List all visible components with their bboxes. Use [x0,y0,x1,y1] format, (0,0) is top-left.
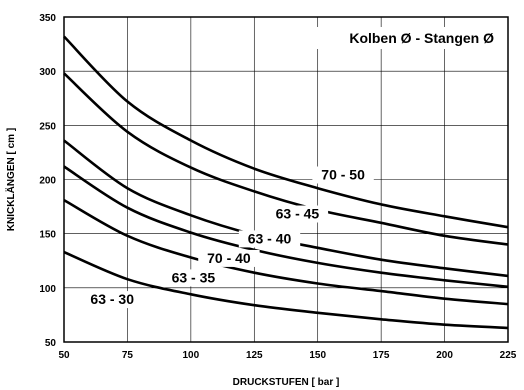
series-label-bg [238,230,301,248]
y-tick-label: 100 [39,284,56,295]
y-tick-label: 300 [39,67,56,78]
series-line [63,198,509,306]
y-tick-label: 350 [39,13,56,24]
plot-frame [63,16,509,343]
y-tick-label: 150 [39,230,56,241]
x-tick-label: 100 [183,350,200,361]
legend-box [298,27,498,49]
x-tick-label: 175 [373,350,390,361]
series-line [63,35,509,229]
series-label: 63 - 45 [276,206,320,222]
x-tick-label: 50 [58,350,70,361]
series-label: 63 - 35 [172,269,216,285]
series-label: 63 - 40 [248,230,292,246]
y-tick-label: 50 [45,338,57,349]
y-tick-label: 250 [39,121,56,132]
x-tick-label: 150 [309,350,326,361]
series-curves [63,35,509,330]
series-label: 70 - 50 [321,167,365,183]
series-line [63,72,509,246]
series-label: 63 - 30 [90,291,134,307]
legend-title: Kolben Ø - Stangen Ø [349,30,494,46]
x-tick-label: 75 [122,350,134,361]
series-label-bg [162,269,225,287]
series-label: 70 - 40 [207,250,251,266]
x-axis-title: DRUCKSTUFEN [ bar ] [233,377,340,388]
x-tick-label: 125 [246,350,263,361]
series-line [63,250,509,330]
y-axis-title: KNICKLÄNGEN [ cm ] [4,128,17,231]
tick-labels: 50 75 100 125 150 175 200 225 50 100 150 200 250 300 3… [39,13,516,361]
series-label-bg [266,205,329,223]
series-label-bg [198,249,260,267]
x-tick-label: 225 [500,350,517,361]
series-label-bg [312,166,374,184]
y-tick-label: 200 [39,176,56,187]
series-line [63,165,509,289]
series-labels: 70 - 50 63 - 45 63 - 40 70 - 40 63 - 35 63 - … [81,166,374,309]
x-tick-label: 200 [436,350,453,361]
series-label-bg [81,291,143,309]
